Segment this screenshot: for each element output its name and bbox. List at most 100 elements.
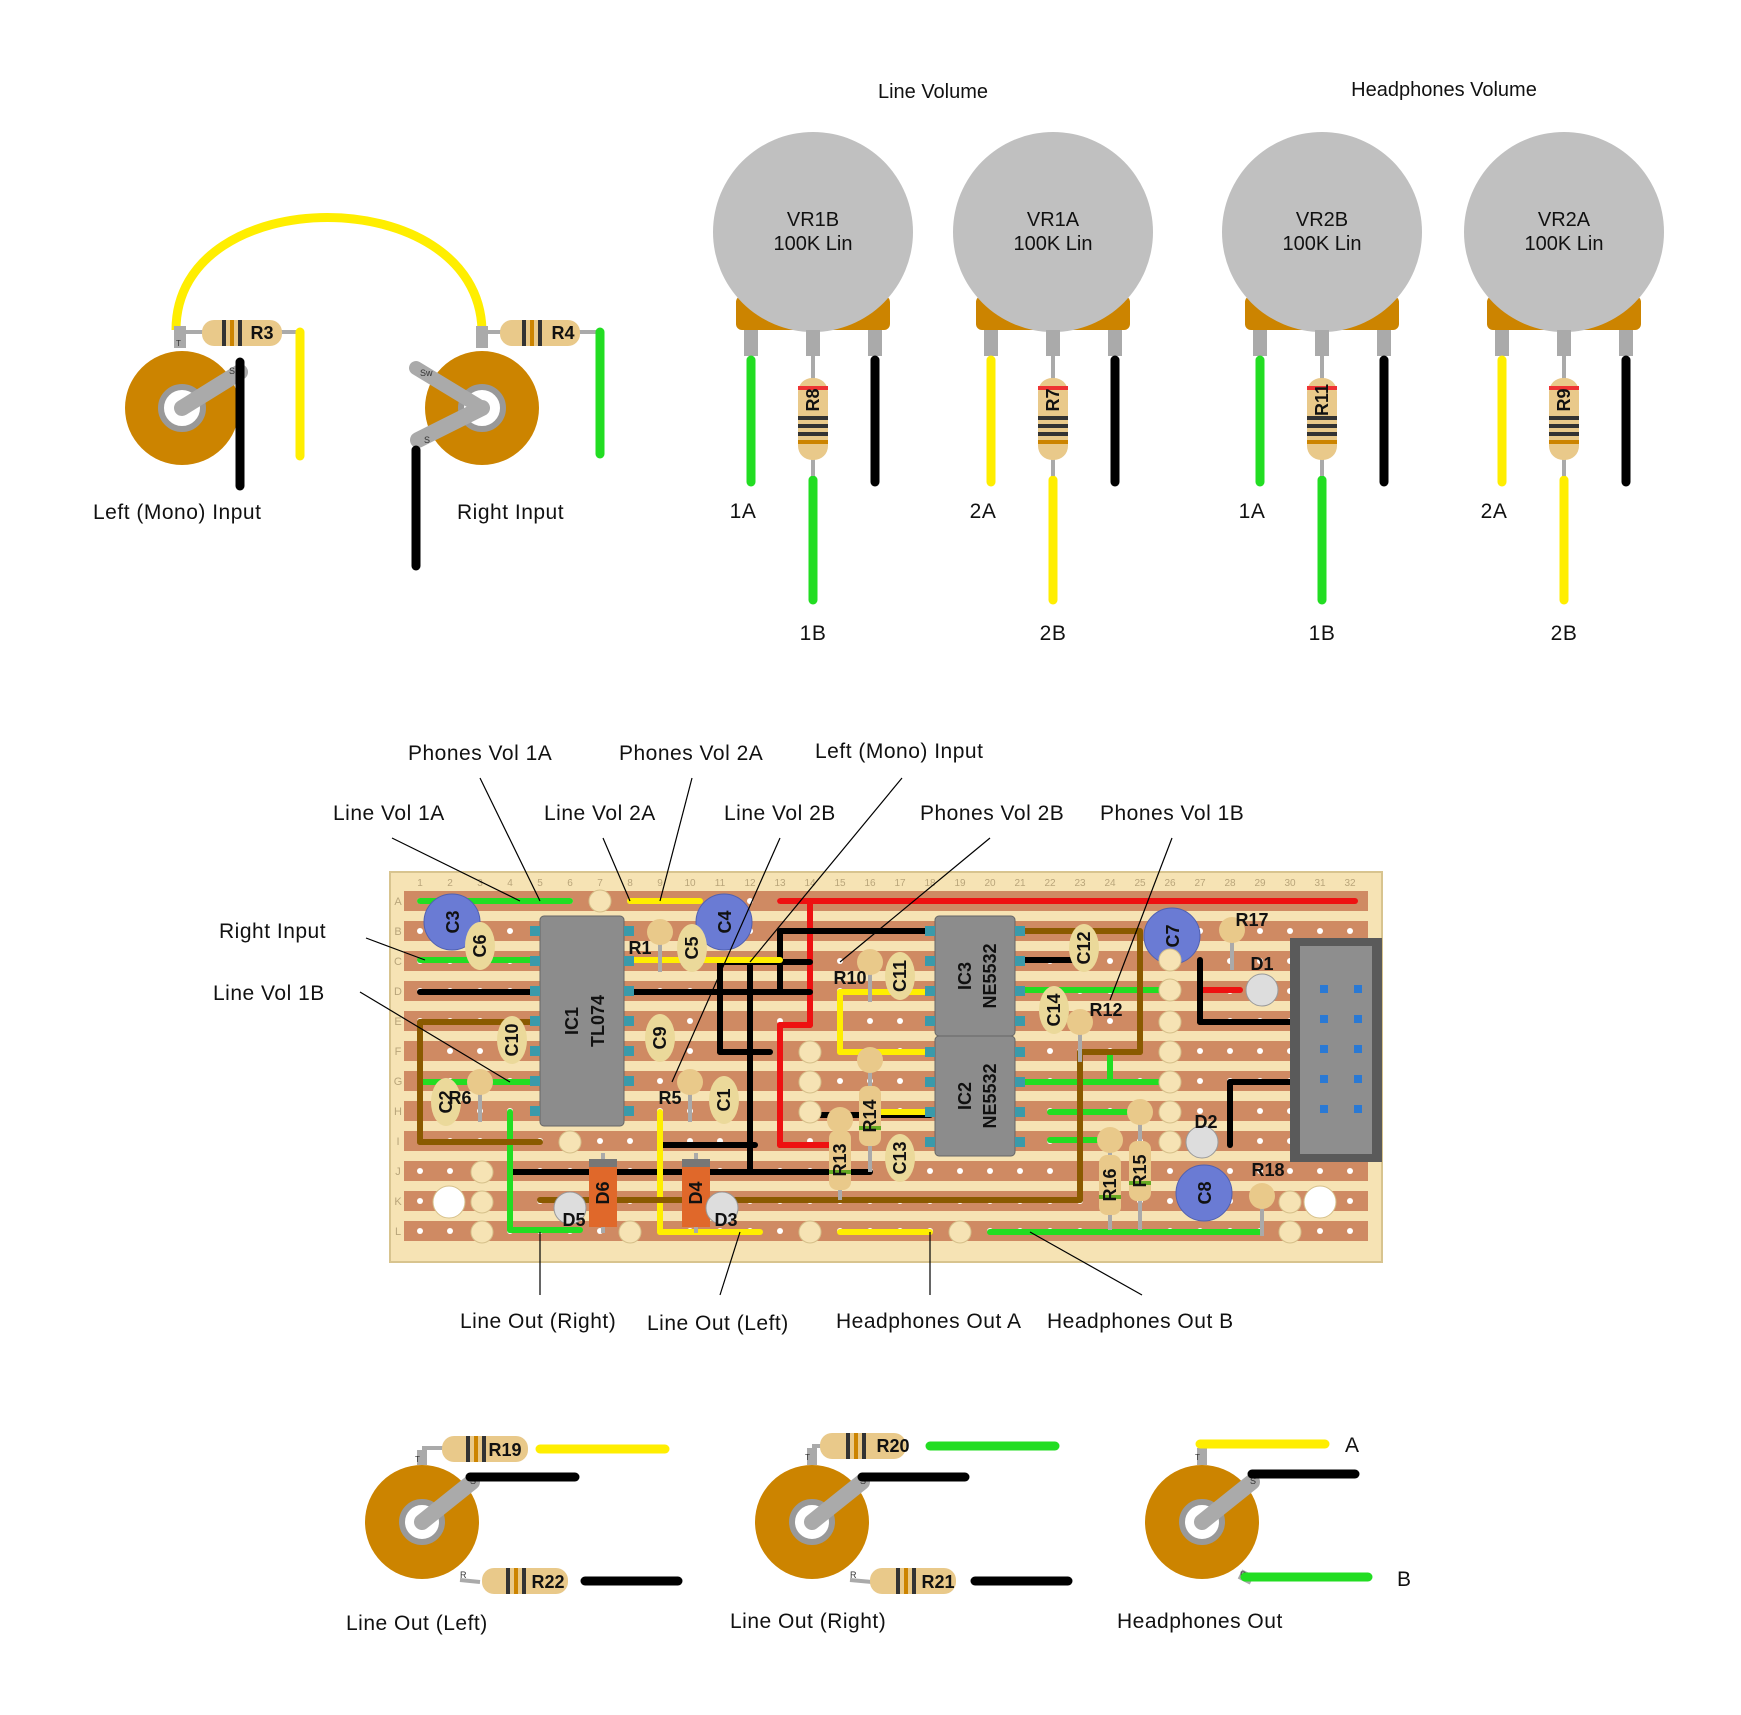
pot-ref: VR1A	[1027, 209, 1080, 231]
cap-body	[465, 922, 495, 970]
solder-pad	[1158, 1100, 1182, 1124]
c1-label: C1	[714, 1088, 734, 1111]
copper-strip	[404, 1131, 1368, 1151]
strip-hole	[687, 1048, 693, 1054]
strip-hole	[1047, 1048, 1053, 1054]
column-number: 10	[684, 878, 696, 889]
solder-pad	[1158, 978, 1182, 1002]
column-number: 24	[1104, 878, 1116, 889]
column-number: 9	[657, 878, 663, 889]
line-volume-title: Line Volume	[878, 81, 988, 103]
solder-pad	[798, 1100, 822, 1124]
resistor-r5: R5	[658, 1069, 703, 1122]
callout-phones-vol-1b: Phones Vol 1B	[1100, 802, 1244, 825]
column-number: 4	[507, 878, 513, 889]
d3-label: D3	[714, 1210, 737, 1230]
strip-hole	[687, 1018, 693, 1024]
svg-text:T: T	[805, 1453, 810, 1462]
column-number: 25	[1134, 878, 1146, 889]
row-label: L	[395, 1226, 401, 1238]
strip-hole	[1107, 1018, 1113, 1024]
copper-strips	[404, 891, 1368, 1241]
row-label: C	[394, 956, 402, 968]
c6-label: C6	[470, 934, 490, 957]
row-labels: A B C D E F G H I J K L	[394, 896, 403, 1238]
pot-pin-left-label: 2A	[1481, 500, 1508, 523]
callout-line-vol-1a: Line Vol 1A	[333, 802, 445, 825]
strip-hole	[597, 1138, 603, 1144]
diode-d4: D4	[682, 1153, 710, 1233]
r14-label: R14	[860, 1099, 880, 1132]
strip-hole	[1017, 1168, 1023, 1174]
callout-right-input: Right Input	[219, 920, 326, 943]
header-pin	[1354, 985, 1362, 993]
cap-body	[677, 924, 707, 972]
callout-left-mono-input: Left (Mono) Input	[815, 740, 983, 763]
svg-text:S: S	[1250, 1476, 1256, 1486]
electrolytic-c4: C4	[695, 893, 753, 951]
strip-hole	[627, 1138, 633, 1144]
pot-pin-left-label: 2A	[970, 500, 997, 523]
r5-label: R5	[658, 1088, 681, 1108]
pot-value: 100K Lin	[1283, 233, 1362, 255]
solder-pad	[948, 1220, 972, 1244]
mounting-hole	[1303, 1185, 1337, 1219]
headphones-volume-title: Headphones Volume	[1351, 79, 1537, 101]
line-out-right-label: Line Out (Right)	[730, 1610, 886, 1633]
ceramic-c6: C6	[465, 922, 495, 970]
callout-phones-vol-1a: Phones Vol 1A	[408, 742, 552, 765]
ic1: IC1 TL074	[539, 915, 625, 1127]
sleeve-label: S	[229, 366, 235, 376]
callout-headphones-out-b: Headphones Out B	[1047, 1310, 1234, 1333]
row-label: G	[394, 1076, 403, 1088]
tip-label: T	[176, 339, 181, 348]
column-number: 17	[894, 878, 906, 889]
column-number: 11	[715, 878, 726, 889]
column-number: 32	[1344, 878, 1356, 889]
jack-tip-lug	[476, 326, 488, 348]
solder-pad	[470, 1220, 494, 1244]
column-number: 27	[1194, 878, 1206, 889]
pot-pin-mid-label: 1B	[800, 622, 827, 645]
board-links	[417, 898, 1358, 1235]
strip-hole	[1287, 928, 1293, 934]
column-number: 28	[1224, 878, 1236, 889]
ceramic-c9: C9	[645, 1014, 675, 1062]
resistor-r1: R1	[628, 919, 673, 972]
c7-label: C7	[1163, 924, 1183, 947]
callouts	[359, 777, 1173, 1296]
d6-label: D6	[593, 1181, 613, 1204]
row-label: H	[394, 1106, 402, 1118]
ic2: IC2 NE5532	[934, 1035, 1016, 1157]
yellow-jumper-wire	[171, 213, 487, 331]
resistor-r17: R17	[1219, 910, 1269, 970]
strip-hole	[1257, 928, 1263, 934]
ceramic-c12: C12	[1069, 924, 1099, 972]
column-number: 14	[804, 878, 816, 889]
d5-label: D5	[562, 1210, 585, 1230]
copper-strip	[404, 1071, 1368, 1091]
ic3: IC3 NE5532	[934, 915, 1016, 1037]
ceramic-c14: C14	[1039, 986, 1069, 1034]
c13-label: C13	[890, 1141, 910, 1174]
strip-hole	[447, 1228, 453, 1234]
pot-pin-mid-label: 2B	[1551, 622, 1578, 645]
row-label: K	[394, 1196, 402, 1208]
resistor-r10: R10	[833, 949, 883, 1002]
diode-body	[682, 1159, 710, 1227]
cap-body	[497, 1016, 527, 1064]
solder-pad	[1158, 1010, 1182, 1034]
pot-pin-mid-label: 2B	[1040, 622, 1067, 645]
resistor-r13: R13	[827, 1107, 853, 1200]
r4-label: R4	[551, 323, 574, 343]
strip-hole	[1047, 1168, 1053, 1174]
strip-hole	[1317, 1228, 1323, 1234]
c14-label: C14	[1044, 993, 1064, 1026]
header-pin	[1320, 985, 1328, 993]
pot-ref: VR1B	[787, 209, 839, 231]
header-pin	[1320, 1105, 1328, 1113]
strip-hole	[447, 1048, 453, 1054]
column-number: 20	[984, 878, 996, 889]
